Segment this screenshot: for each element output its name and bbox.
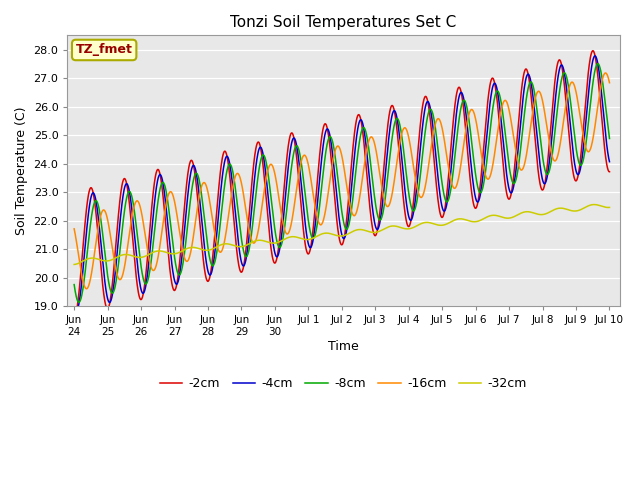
-8cm — [328, 136, 336, 142]
-8cm — [75, 300, 83, 305]
-16cm — [318, 221, 326, 227]
-16cm — [154, 253, 162, 259]
-4cm — [468, 171, 476, 177]
-8cm — [547, 163, 554, 168]
-4cm — [72, 309, 80, 314]
-32cm — [605, 204, 613, 210]
-4cm — [547, 148, 554, 154]
-4cm — [605, 159, 613, 165]
Text: TZ_fmet: TZ_fmet — [76, 44, 132, 57]
-2cm — [468, 190, 476, 196]
Line: -16cm: -16cm — [74, 73, 609, 289]
-16cm — [547, 146, 554, 152]
-2cm — [154, 167, 162, 172]
-2cm — [589, 48, 596, 54]
-2cm — [70, 315, 78, 321]
-4cm — [600, 108, 607, 113]
-4cm — [328, 145, 336, 151]
Line: -2cm: -2cm — [74, 51, 609, 318]
-4cm — [154, 175, 162, 181]
-32cm — [70, 262, 78, 267]
-2cm — [317, 136, 325, 142]
Line: -8cm: -8cm — [74, 64, 609, 302]
Legend: -2cm, -4cm, -8cm, -16cm, -32cm: -2cm, -4cm, -8cm, -16cm, -32cm — [155, 372, 532, 396]
-16cm — [605, 80, 613, 85]
-8cm — [594, 61, 602, 67]
-8cm — [70, 282, 78, 288]
-4cm — [318, 155, 326, 160]
-32cm — [154, 248, 162, 254]
-32cm — [590, 202, 598, 207]
-32cm — [547, 209, 554, 215]
-8cm — [154, 197, 162, 203]
-16cm — [83, 286, 90, 292]
-16cm — [468, 107, 476, 112]
X-axis label: Time: Time — [328, 340, 359, 353]
-8cm — [605, 136, 613, 142]
-4cm — [591, 53, 598, 59]
-32cm — [328, 231, 335, 237]
-32cm — [317, 231, 325, 237]
Y-axis label: Soil Temperature (C): Soil Temperature (C) — [15, 107, 28, 235]
Line: -32cm: -32cm — [74, 204, 609, 264]
-4cm — [70, 305, 78, 311]
-8cm — [318, 183, 326, 189]
-8cm — [600, 84, 607, 89]
-32cm — [468, 218, 476, 224]
-16cm — [328, 164, 336, 170]
-2cm — [328, 160, 335, 166]
Line: -4cm: -4cm — [74, 56, 609, 312]
-16cm — [602, 70, 609, 76]
-16cm — [599, 74, 607, 80]
-32cm — [599, 204, 607, 209]
-2cm — [599, 128, 607, 134]
-16cm — [70, 226, 78, 232]
-2cm — [547, 131, 554, 137]
Title: Tonzi Soil Temperatures Set C: Tonzi Soil Temperatures Set C — [230, 15, 456, 30]
-2cm — [605, 169, 613, 175]
-8cm — [468, 143, 476, 148]
